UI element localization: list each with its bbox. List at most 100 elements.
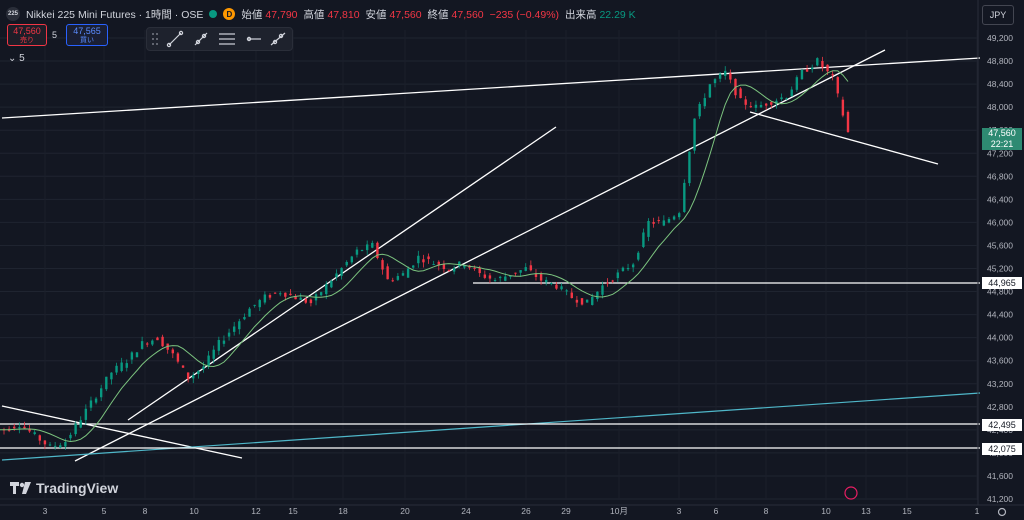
- candle-body: [140, 341, 144, 349]
- data-badge: D: [223, 8, 236, 20]
- trendline-teal: [1, 392, 981, 461]
- candle-body: [585, 299, 589, 303]
- candle-body: [335, 273, 338, 278]
- trendline-descending: [1, 405, 243, 459]
- candle-body: [181, 365, 185, 368]
- close-value: 47,560: [451, 8, 484, 21]
- candle-body: [698, 104, 701, 117]
- price-tick-label: 42,800: [987, 402, 1013, 412]
- date-tick-label: 10月: [610, 506, 628, 516]
- candle-body: [273, 292, 277, 294]
- date-tick-label: 3: [43, 506, 48, 516]
- date-tick-label: 3: [677, 506, 682, 516]
- candle-body: [125, 363, 128, 368]
- date-tick-label: 24: [461, 506, 471, 516]
- candle-body: [785, 98, 788, 100]
- candle-body: [417, 255, 420, 264]
- candle-body: [703, 98, 706, 107]
- horizontal-ray-tool-icon[interactable]: [246, 36, 261, 42]
- candle-body: [401, 273, 405, 276]
- candle-body: [621, 267, 625, 272]
- candle-body: [795, 77, 799, 90]
- candle-body: [355, 249, 359, 255]
- indicator-collapse-toggle[interactable]: ⌄ 5: [8, 53, 25, 64]
- candle-body: [319, 292, 323, 296]
- candle-body: [473, 267, 476, 269]
- candle-body: [186, 372, 190, 380]
- candle-body: [391, 280, 394, 282]
- candle-body: [657, 220, 660, 222]
- candle-body: [841, 99, 845, 116]
- symbol-title[interactable]: Nikkei 225 Mini Futures · 1時間 · OSE: [26, 8, 204, 21]
- level-label-44965: 44,965: [982, 277, 1022, 289]
- candle-body: [48, 444, 52, 446]
- candle-body: [69, 434, 72, 439]
- candle-body: [816, 58, 819, 66]
- order-quantity[interactable]: 5: [52, 30, 58, 40]
- candle-body: [452, 268, 456, 272]
- candle-body: [135, 352, 139, 358]
- price-tick-label: 46,800: [987, 171, 1013, 181]
- candle-body: [626, 267, 630, 270]
- date-tick-label: 5: [102, 506, 107, 516]
- extended-line-tool-icon[interactable]: [270, 32, 286, 46]
- sell-button[interactable]: 47,560 売り: [7, 24, 47, 46]
- candle-body: [43, 440, 47, 445]
- date-tick-label: 10: [821, 506, 831, 516]
- candle-body: [386, 266, 389, 280]
- candle-body: [284, 292, 287, 297]
- open-value: 47,790: [265, 8, 298, 21]
- buy-button[interactable]: 47,565 買い: [66, 24, 108, 46]
- candle-body: [724, 70, 727, 76]
- candle-body: [110, 372, 113, 380]
- date-tick-label: 12: [251, 506, 261, 516]
- candle-body: [821, 60, 824, 68]
- parallel-channel-tool-icon[interactable]: [219, 33, 235, 45]
- candle-body: [59, 445, 62, 448]
- tradingview-logo[interactable]: TradingView: [10, 480, 118, 496]
- trendline-main-support: [74, 49, 886, 462]
- currency-selector[interactable]: JPY: [982, 5, 1014, 25]
- date-tick-label: 26: [521, 506, 531, 516]
- trendline-tool-icon[interactable]: [166, 30, 184, 48]
- candle-body: [611, 280, 614, 282]
- candle-body: [831, 74, 834, 76]
- change-value: −235 (−0.49%): [489, 8, 560, 21]
- candle-body: [304, 298, 307, 303]
- candle-body: [222, 340, 226, 344]
- candle-body: [105, 376, 108, 390]
- candle-body: [330, 281, 333, 288]
- candle-body: [729, 73, 732, 80]
- candle-body: [601, 285, 604, 295]
- candle-body: [596, 291, 599, 300]
- date-tick-label: 10: [189, 506, 199, 516]
- alert-bolt-icon[interactable]: [844, 486, 858, 500]
- drag-handle-icon[interactable]: [152, 33, 158, 45]
- candle-body: [406, 268, 410, 278]
- price-tick-label: 43,200: [987, 379, 1013, 389]
- price-tick-label: 48,400: [987, 79, 1013, 89]
- ray-tool-icon[interactable]: [194, 32, 208, 46]
- candle-body: [463, 265, 466, 268]
- candle-body: [74, 423, 77, 435]
- candle-body: [488, 275, 492, 279]
- candle-body: [790, 89, 793, 97]
- candle-body: [683, 182, 686, 212]
- trendline-short-resistance: [749, 111, 939, 165]
- candle-body: [826, 64, 829, 72]
- settings-gear-icon[interactable]: [997, 507, 1007, 517]
- symbol-header: 225 Nikkei 225 Mini Futures · 1時間 · OSE …: [6, 6, 639, 22]
- candle-body: [509, 275, 512, 277]
- market-open-dot: [209, 10, 218, 18]
- candle-body: [340, 267, 343, 276]
- candle-body: [524, 267, 527, 271]
- price-tick-label: 44,000: [987, 333, 1013, 343]
- candle-body: [294, 296, 297, 300]
- date-tick-label: 8: [143, 506, 148, 516]
- candle-body: [514, 272, 517, 274]
- date-tick-label: 18: [338, 506, 348, 516]
- price-tick-label: 48,800: [987, 56, 1013, 66]
- candle-body: [498, 276, 502, 279]
